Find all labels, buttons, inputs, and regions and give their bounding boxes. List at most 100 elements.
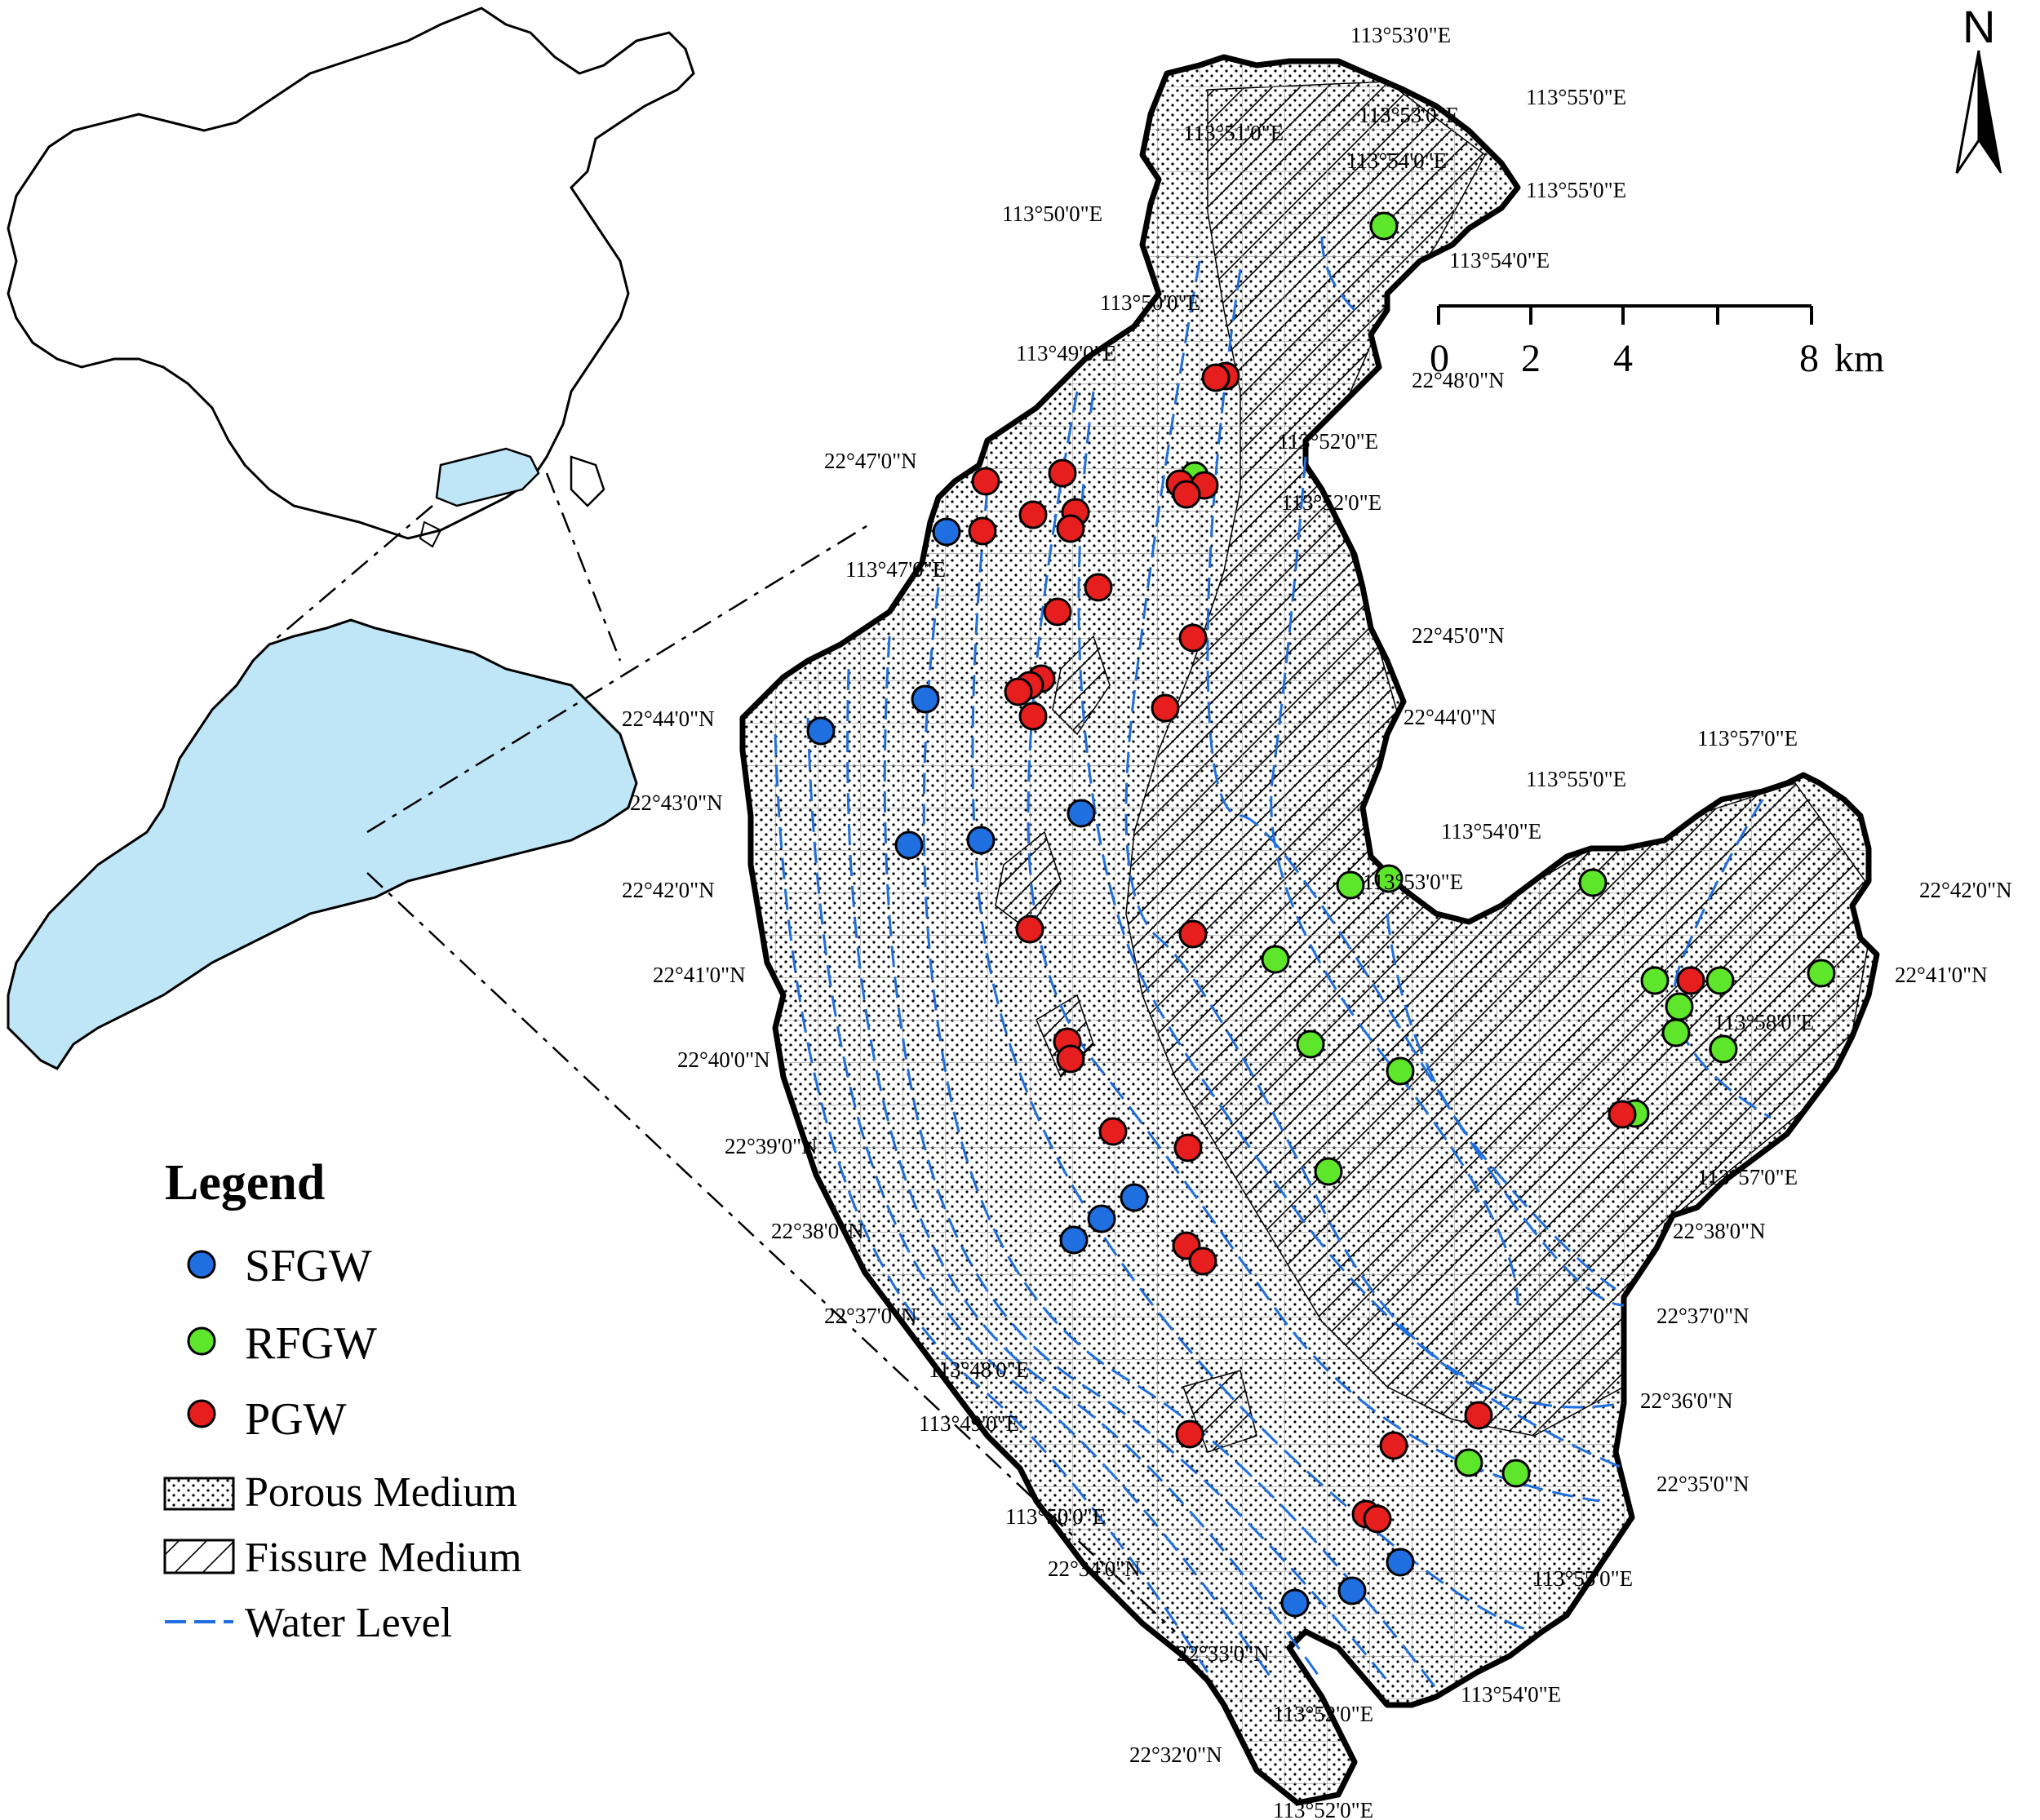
rfgw-point xyxy=(1661,1018,1691,1047)
legend-title: Legend xyxy=(165,1155,325,1211)
coord-label: 113°49'0"E xyxy=(1016,341,1116,365)
sfgw-point xyxy=(1280,1588,1310,1618)
pgw-point xyxy=(971,467,1000,496)
coord-label: 22°32'0"N xyxy=(1129,1743,1222,1767)
coord-label: 22°41'0"N xyxy=(653,963,746,987)
coord-label: 22°44'0"N xyxy=(1404,705,1497,729)
coord-label: 22°48'0"N xyxy=(1412,368,1505,392)
coord-label: 22°41'0"N xyxy=(1895,963,1988,987)
coord-label: 22°38'0"N xyxy=(1673,1219,1766,1243)
sfgw-point xyxy=(806,716,836,746)
pgw-point xyxy=(1043,597,1072,627)
rfgw-point xyxy=(1807,959,1836,988)
coord-label: 113°53'0"E xyxy=(1359,103,1459,127)
rfgw-point xyxy=(1314,1157,1343,1186)
sfgw-point xyxy=(1386,1548,1415,1577)
scale-unit: km xyxy=(1834,337,1884,380)
rfgw-point xyxy=(1454,1448,1483,1477)
coord-label: 113°52'0"E xyxy=(1281,490,1381,515)
legend-rfgw-label: RFGW xyxy=(245,1318,377,1369)
legend-porous-label: Porous Medium xyxy=(245,1469,517,1516)
legend-pgw-symbol xyxy=(187,1399,216,1428)
scale-tick-label: 0 xyxy=(1430,337,1449,380)
coord-label: 113°57'0"E xyxy=(1697,726,1798,751)
pgw-point xyxy=(1084,573,1113,602)
coord-label: 22°45'0"N xyxy=(1412,623,1505,648)
pgw-point xyxy=(1175,1419,1204,1449)
study-area xyxy=(739,54,1880,1806)
coord-label: 113°52'0"E xyxy=(1273,1798,1373,1820)
coord-label: 22°40'0"N xyxy=(677,1047,770,1072)
sfgw-point xyxy=(1059,1225,1089,1255)
coord-label: 113°50'0"E xyxy=(1100,290,1200,315)
pgw-point xyxy=(1004,677,1033,706)
sfgw-point xyxy=(1337,1576,1367,1605)
sfgw-point xyxy=(1120,1183,1149,1212)
coord-label: 113°52'0"E xyxy=(1278,429,1378,454)
coord-label: 113°53'0"E xyxy=(1350,23,1451,47)
legend-fissure-symbol xyxy=(163,1539,235,1574)
pgw-point xyxy=(1173,1133,1203,1162)
coord-label: 22°39'0"N xyxy=(725,1134,818,1158)
sfgw-point xyxy=(911,684,940,714)
coord-label: 113°53'0"E xyxy=(1363,870,1463,894)
coordinate-labels: 113°53'0"E 113°55'0"E 113°51'0"E 113°53'… xyxy=(622,23,2012,1820)
coord-label: 113°52'0"E xyxy=(1273,1702,1373,1726)
legend-sfgw-symbol xyxy=(187,1250,216,1279)
rfgw-point xyxy=(1369,211,1399,241)
pgw-point xyxy=(1363,1504,1392,1534)
rfgw-point xyxy=(1640,966,1670,995)
legend-pgw-label: PGW xyxy=(245,1394,347,1445)
pgw-point xyxy=(1018,702,1048,731)
coord-label: 113°54'0"E xyxy=(1346,148,1447,173)
legend-sfgw-label: SFGW xyxy=(245,1241,372,1291)
coord-label: 22°34'0"N xyxy=(1048,1557,1141,1581)
coord-label: 113°55'0"E xyxy=(1532,1566,1633,1591)
sfgw-point xyxy=(894,830,924,860)
sfgw-point xyxy=(966,826,996,855)
rfgw-point xyxy=(1386,1056,1415,1086)
pgw-point xyxy=(1098,1117,1128,1146)
coord-label: 22°36'0"N xyxy=(1640,1388,1733,1413)
coord-label: 113°50'0"E xyxy=(1005,1504,1106,1529)
coord-label: 22°44'0"N xyxy=(622,706,715,731)
rfgw-point xyxy=(1705,966,1735,995)
coord-label: 113°54'0"E xyxy=(1461,1682,1561,1707)
coord-label: 22°42'0"N xyxy=(1919,878,2012,902)
scale-tick-label: 2 xyxy=(1521,337,1541,380)
pgw-point xyxy=(1608,1100,1637,1129)
rfgw-point xyxy=(1296,1030,1325,1059)
guangdong-province xyxy=(7,618,638,1070)
coord-label: 22°38'0"N xyxy=(771,1219,864,1243)
coord-label: 22°35'0"N xyxy=(1656,1472,1750,1496)
sfgw-point xyxy=(1067,799,1096,828)
coord-label: 22°47'0"N xyxy=(824,449,917,473)
pgw-point xyxy=(1151,693,1180,723)
coord-label: 22°37'0"N xyxy=(1656,1304,1750,1328)
coord-label: 22°43'0"N xyxy=(630,790,723,815)
north-arrow: N xyxy=(1955,1,2002,174)
coord-label: 113°57'0"E xyxy=(1697,1165,1798,1189)
pgw-point xyxy=(1048,458,1077,488)
sampling-points xyxy=(806,211,1836,1618)
pgw-point xyxy=(1464,1401,1493,1430)
coord-label: 113°54'0"E xyxy=(1441,819,1541,844)
scale-tick-label: 8 xyxy=(1799,337,1819,380)
coord-label: 22°42'0"N xyxy=(622,878,715,902)
coord-label: 113°55'0"E xyxy=(1526,178,1626,202)
rfgw-point xyxy=(1709,1034,1738,1064)
coord-label: 22°33'0"N xyxy=(1177,1641,1270,1666)
legend-porous-symbol xyxy=(163,1477,235,1511)
rfgw-point xyxy=(1374,864,1404,893)
pgw-point xyxy=(968,516,997,546)
coord-label: 113°50'0"E xyxy=(1002,201,1102,226)
rfgw-point xyxy=(1501,1459,1531,1488)
coord-label: 113°55'0"E xyxy=(1526,85,1626,109)
pgw-point xyxy=(1379,1431,1408,1460)
coord-label: 22°37'0"N xyxy=(824,1304,917,1328)
pgw-point xyxy=(1201,363,1231,392)
china-inset-map xyxy=(7,7,695,548)
scale-bar xyxy=(1437,304,1813,325)
legend-water-level-label: Water Level xyxy=(245,1600,452,1646)
coord-label: 113°51'0"E xyxy=(1183,121,1284,145)
